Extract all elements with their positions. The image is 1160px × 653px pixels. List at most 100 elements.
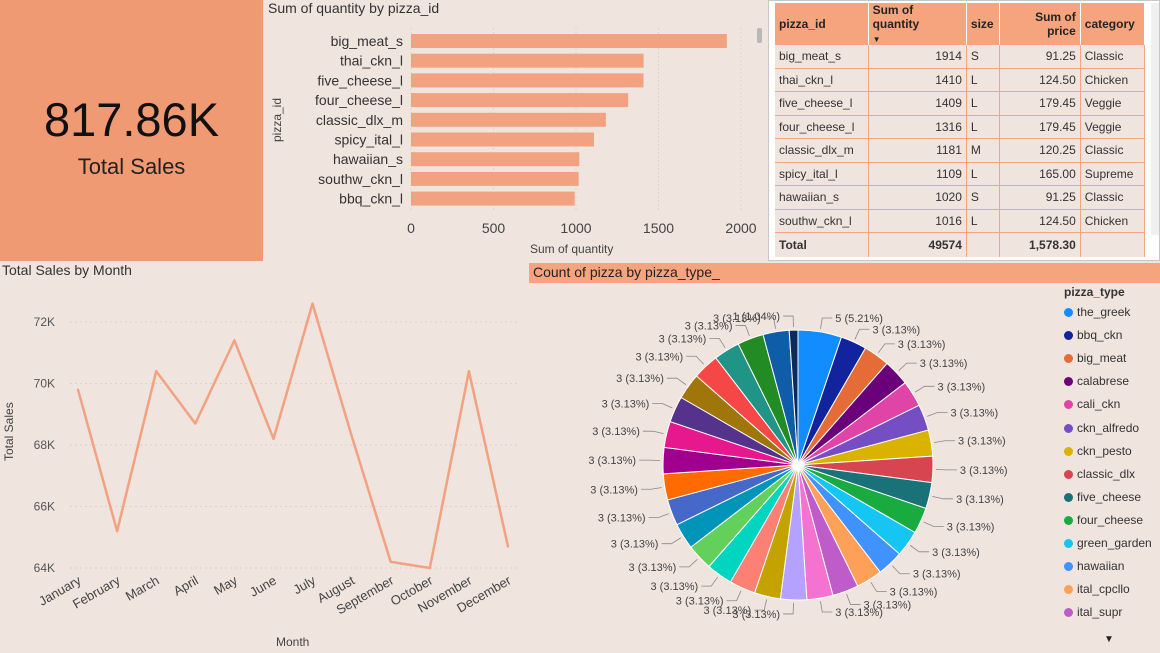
sales-data-point[interactable] bbox=[311, 302, 314, 305]
pie-data-label: 3 (3.13%) bbox=[659, 333, 707, 345]
table-row[interactable]: hawaiian_s 1020 S 91.25 Classic bbox=[775, 185, 1146, 210]
pie-data-label: 1 (1.04%) bbox=[732, 311, 780, 323]
cell-size: L bbox=[966, 209, 1000, 233]
legend-label: four_cheese bbox=[1077, 512, 1144, 527]
pie-leader-line bbox=[763, 317, 776, 329]
sales-data-point[interactable] bbox=[389, 560, 392, 564]
legend-label: five_cheese bbox=[1077, 489, 1142, 504]
cell-pizza-id: classic_dlx_m bbox=[775, 138, 869, 163]
legend-item[interactable]: ital_cpcllo bbox=[1064, 582, 1130, 596]
cell-quantity: 1109 bbox=[868, 162, 967, 186]
table-row[interactable]: classic_dlx_m 1181 M 120.25 Classic bbox=[775, 138, 1146, 163]
pizza-type-pie-chart[interactable]: Count of pizza by pizza_type_ 5 (5.21%) 3… bbox=[527, 261, 1160, 653]
pie-data-label: 3 (3.13%) bbox=[920, 358, 968, 370]
cell-quantity: 1409 bbox=[868, 91, 967, 116]
bar[interactable] bbox=[411, 132, 594, 147]
sales-data-point[interactable] bbox=[467, 370, 471, 373]
bar[interactable] bbox=[411, 191, 575, 206]
cell-pizza-id: big_meat_s bbox=[775, 45, 869, 69]
bar[interactable] bbox=[411, 112, 606, 127]
pizza-table[interactable]: pizza_id Sum of quantity ▼ size Sum of pr… bbox=[768, 0, 1160, 261]
legend-item[interactable]: green_garden bbox=[1064, 536, 1152, 550]
table-row[interactable]: big_meat_s 1914 S 91.25 Classic bbox=[775, 45, 1146, 69]
pie-leader-line bbox=[642, 430, 664, 435]
column-header-size[interactable]: size bbox=[966, 3, 1000, 45]
bar[interactable] bbox=[411, 152, 580, 167]
legend-dot-icon bbox=[1064, 562, 1073, 572]
bar[interactable] bbox=[411, 73, 644, 88]
legend-item[interactable]: ital_supr bbox=[1064, 605, 1122, 619]
bar-chart-scrollbar[interactable] bbox=[757, 28, 762, 43]
pie-leader-line bbox=[898, 362, 917, 371]
pie-data-label: 3 (3.13%) bbox=[703, 605, 751, 617]
sales-data-point[interactable] bbox=[506, 545, 510, 548]
legend-item[interactable]: bbq_ckn bbox=[1064, 328, 1122, 342]
pie-leader-line bbox=[652, 403, 673, 409]
pie-leader-line bbox=[909, 545, 930, 553]
legend-dot-icon bbox=[1064, 354, 1073, 364]
cell-quantity: 1410 bbox=[868, 68, 967, 92]
bar[interactable] bbox=[411, 93, 629, 108]
pie-leader-line bbox=[854, 328, 870, 340]
legend-label: the_greek bbox=[1077, 305, 1131, 319]
total-sales-card[interactable]: 817.86K Total Sales bbox=[0, 0, 263, 261]
pie-leader-line bbox=[648, 513, 669, 518]
legend-item[interactable]: big_meat bbox=[1064, 351, 1126, 365]
table-row[interactable]: five_cheese_l 1409 L 179.45 Veggie bbox=[775, 91, 1146, 116]
table-row[interactable]: thai_ckn_l 1410 L 124.50 Chicken bbox=[775, 68, 1146, 92]
legend-label: cali_ckn bbox=[1077, 397, 1121, 412]
table-row[interactable]: four_cheese_l 1316 L 179.45 Veggie bbox=[775, 115, 1146, 139]
legend-item[interactable]: hawaiian bbox=[1064, 559, 1124, 573]
sales-series-line[interactable] bbox=[76, 302, 510, 570]
legend-item[interactable]: ckn_pesto bbox=[1064, 444, 1132, 458]
table-row[interactable]: southw_ckn_l 1016 L 124.50 Chicken bbox=[775, 209, 1146, 233]
pie-data-label: 3 (3.13%) bbox=[890, 587, 938, 599]
bar[interactable] bbox=[411, 171, 579, 186]
table-scrollbar[interactable] bbox=[1151, 3, 1159, 235]
column-header-sum-of-price[interactable]: Sum of price bbox=[999, 3, 1081, 45]
cell-category: Classic bbox=[1080, 45, 1146, 69]
quantity-by-pizza-id-chart[interactable]: Sum of quantity by pizza_id big_meat_s th… bbox=[263, 0, 768, 261]
legend-label: ital_supr bbox=[1077, 605, 1123, 620]
bar[interactable] bbox=[411, 53, 644, 68]
cell-pizza-id: hawaiian_s bbox=[775, 185, 869, 210]
legend-item[interactable]: five_cheese bbox=[1064, 490, 1141, 504]
column-header-category[interactable]: category bbox=[1080, 3, 1146, 45]
sales-data-point[interactable] bbox=[272, 437, 275, 441]
legend-item[interactable]: four_cheese bbox=[1064, 513, 1143, 527]
legend-label: ital_cpcllo bbox=[1077, 582, 1130, 597]
sales-data-point[interactable] bbox=[194, 422, 197, 425]
bar[interactable] bbox=[411, 34, 727, 48]
legend-item[interactable]: ckn_alfredo bbox=[1064, 421, 1139, 435]
sales-data-point[interactable] bbox=[350, 434, 353, 437]
pie-data-label: 3 (3.13%) bbox=[956, 494, 1004, 506]
legend-item[interactable]: the_greek bbox=[1064, 305, 1130, 319]
line-y-tick-label: 66K bbox=[34, 500, 55, 514]
cell-category: Supreme bbox=[1080, 162, 1146, 186]
sales-by-month-chart[interactable]: Total Sales by Month 64K 66K 68K 70K 72K Janu… bbox=[0, 261, 527, 653]
pie-data-label: 3 (3.13%) bbox=[913, 569, 961, 581]
pie-leader-line bbox=[709, 338, 726, 349]
sales-data-point[interactable] bbox=[154, 370, 158, 373]
pie-data-label: 3 (3.13%) bbox=[602, 399, 650, 411]
legend-item[interactable]: classic_dlx bbox=[1064, 467, 1135, 481]
legend-item[interactable]: calabrese bbox=[1064, 374, 1129, 388]
sales-data-point[interactable] bbox=[115, 529, 119, 533]
pie-leader-line bbox=[679, 559, 698, 568]
sales-data-point[interactable] bbox=[233, 339, 236, 342]
pie-leader-line bbox=[932, 495, 954, 500]
legend-scroll-down-icon[interactable]: ▼ bbox=[1104, 634, 1114, 645]
sales-data-point[interactable] bbox=[428, 566, 432, 570]
column-header-pizza-id[interactable]: pizza_id bbox=[775, 3, 869, 45]
pie-slice[interactable] bbox=[788, 329, 799, 466]
total-quantity: 49574 bbox=[868, 232, 967, 257]
legend-title: pizza_type bbox=[1064, 285, 1125, 299]
column-header-sum-of-quantity[interactable]: Sum of quantity ▼ bbox=[868, 3, 967, 45]
table-row[interactable]: spicy_ital_l 1109 L 165.00 Supreme bbox=[775, 162, 1146, 186]
sales-data-point[interactable] bbox=[76, 388, 80, 391]
pie-data-label: 3 (3.13%) bbox=[835, 607, 883, 619]
pie-data-label: 3 (3.13%) bbox=[898, 339, 946, 351]
month-tick-label: March bbox=[123, 573, 162, 604]
legend-item[interactable]: cali_ckn bbox=[1064, 397, 1120, 411]
line-y-tick-label: 64K bbox=[34, 561, 55, 575]
